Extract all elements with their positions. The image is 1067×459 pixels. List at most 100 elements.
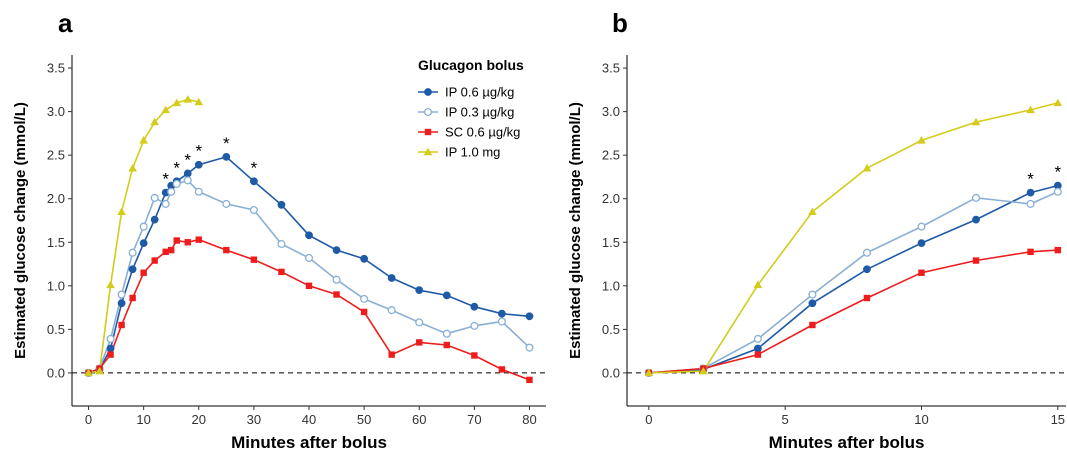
y-tick-label: 1.5: [47, 235, 65, 250]
significance-asterisk: *: [1055, 163, 1062, 182]
data-point: [387, 306, 396, 315]
data-point: [442, 291, 451, 300]
data-point: [415, 286, 424, 295]
data-point: [1053, 187, 1062, 196]
data-point: [971, 117, 981, 126]
data-point: [972, 215, 980, 224]
data-point: [222, 199, 231, 208]
y-axis-title: Estimated glucose change (mmol/L): [12, 102, 29, 359]
data-point: [277, 239, 286, 249]
series-line-1: [88, 179, 531, 374]
legend-swatch-marker: [423, 147, 433, 156]
data-point: [249, 205, 258, 215]
data-point: [172, 179, 181, 188]
data-point: [151, 257, 158, 264]
y-tick-label: 3.0: [602, 104, 620, 119]
data-point: [150, 193, 159, 202]
data-point: [168, 246, 175, 254]
legend-swatch-marker: [423, 107, 433, 117]
data-point: [808, 290, 817, 299]
panel-letter: a: [58, 8, 73, 38]
data-point: [497, 317, 506, 326]
y-tick-label: 1.0: [602, 278, 620, 293]
data-point: [84, 368, 93, 377]
data-point: [161, 199, 170, 208]
series-line-3: [648, 102, 1058, 374]
data-point: [1054, 246, 1062, 254]
data-point: [277, 200, 286, 209]
data-point: [183, 176, 192, 185]
series-line-0: [648, 184, 1058, 374]
y-tick-label: 2.0: [47, 191, 65, 206]
data-point: [194, 160, 203, 169]
data-point: [808, 299, 817, 308]
x-tick-label: 40: [302, 412, 316, 427]
x-tick-label: 5: [782, 412, 789, 427]
data-point: [644, 368, 654, 377]
data-point: [526, 376, 533, 384]
x-tick-label: 10: [136, 412, 150, 427]
data-point: [415, 318, 424, 327]
data-point: [471, 352, 478, 359]
data-point: [139, 222, 148, 231]
legend-label: IP 1.0 mg: [445, 145, 500, 160]
x-tick-label: 80: [522, 412, 536, 427]
data-point: [918, 269, 925, 276]
data-point: [917, 222, 926, 231]
y-tick-label: 3.5: [602, 61, 620, 76]
data-point: [470, 321, 479, 330]
y-tick-label: 0.5: [602, 322, 620, 337]
data-point: [360, 294, 369, 303]
data-point: [195, 236, 202, 243]
legend-swatch-marker: [424, 128, 432, 136]
data-point: [809, 321, 816, 329]
data-point: [333, 291, 340, 298]
data-point: [128, 163, 137, 172]
data-point: [129, 294, 136, 302]
legend: Glucagon bolus IP 0.6 µg/kg IP 0.3 µg/kg SC…: [418, 57, 524, 160]
data-point: [808, 207, 817, 215]
data-point: [971, 193, 981, 202]
y-tick-label: 0.0: [602, 365, 620, 380]
series-line-0: [88, 156, 530, 374]
significance-asterisk: *: [1027, 170, 1034, 189]
data-point: [498, 309, 506, 318]
data-point: [388, 351, 395, 358]
data-point: [117, 290, 126, 299]
data-point: [118, 321, 125, 329]
data-point: [699, 366, 708, 375]
y-tick-label: 1.0: [47, 278, 65, 293]
y-tick-label: 0.0: [47, 365, 65, 380]
data-point: [139, 136, 148, 144]
data-point: [183, 169, 192, 178]
data-point: [1027, 248, 1034, 256]
x-axis-title: Minutes after bolus: [769, 433, 925, 452]
data-point: [106, 280, 115, 289]
significance-asterisk: *: [251, 158, 258, 177]
data-point: [167, 187, 176, 196]
legend-swatch-marker: [424, 88, 432, 96]
data-point: [332, 275, 341, 284]
y-tick-label: 2.0: [602, 191, 620, 206]
data-point: [117, 299, 126, 308]
chart-panel-a: a 0.0 0.5 1.0 1.5 2.0 2.5 3.0 3.5 0 10 20 30 40 50 60 70…: [12, 8, 546, 452]
data-point: [150, 117, 159, 126]
data-point: [106, 334, 115, 343]
y-axis-title: Estimated glucose change (mmol/L): [567, 102, 584, 359]
data-point: [173, 237, 180, 244]
y-tick-label: 1.5: [602, 235, 620, 250]
data-point: [304, 253, 314, 262]
data-point: [360, 308, 368, 316]
x-tick-label: 70: [467, 412, 481, 427]
data-point: [172, 98, 182, 107]
x-tick-label: 15: [1051, 412, 1065, 427]
data-point: [753, 334, 762, 343]
data-point: [470, 302, 479, 311]
chart-panel-b: b 0.0 0.5 1.0 1.5 2.0 2.5 3.0 3.5 0 5 10 15 Minutes a…: [567, 8, 1066, 452]
y-tick-label: 3.5: [47, 61, 65, 76]
x-tick-label: 60: [412, 412, 426, 427]
significance-asterisk: *: [184, 150, 191, 169]
data-point: [917, 239, 926, 248]
y-tick-label: 2.5: [602, 148, 620, 163]
significance-asterisk: *: [223, 134, 230, 153]
